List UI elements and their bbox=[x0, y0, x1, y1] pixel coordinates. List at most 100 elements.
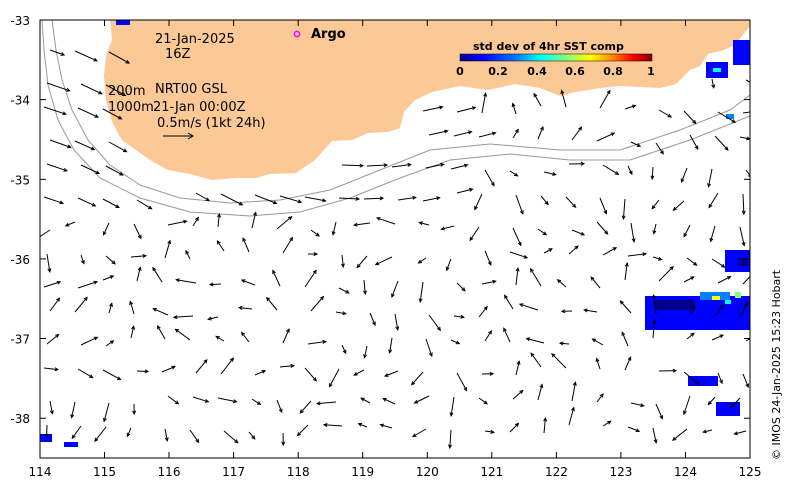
current-arrow-head bbox=[580, 231, 586, 236]
current-arrow bbox=[672, 428, 688, 441]
current-arrow bbox=[561, 90, 567, 108]
current-arrow bbox=[136, 267, 141, 282]
current-arrow-head bbox=[591, 338, 597, 343]
colorbar-tick-0-2: 0.2 bbox=[488, 65, 508, 78]
current-arrow bbox=[630, 141, 641, 147]
current-arrow bbox=[223, 430, 239, 444]
plot-frame bbox=[39, 19, 751, 459]
current-arrow bbox=[602, 420, 611, 427]
current-arrow-head bbox=[533, 92, 538, 98]
current-arrow bbox=[369, 312, 376, 326]
current-arrow bbox=[77, 197, 96, 207]
current-arrow-head bbox=[297, 199, 303, 204]
current-arrow-head bbox=[440, 162, 445, 167]
current-arrow bbox=[428, 130, 448, 136]
current-arrow bbox=[157, 325, 166, 340]
current-arrow bbox=[414, 395, 430, 404]
current-arrow-head bbox=[47, 268, 52, 273]
current-arrow-head bbox=[64, 222, 70, 227]
current-arrow bbox=[71, 401, 76, 418]
current-arrow-head bbox=[571, 406, 575, 412]
current-arrow-head bbox=[578, 126, 583, 131]
current-arrow bbox=[397, 196, 416, 201]
current-arrow bbox=[46, 253, 51, 272]
current-arrow bbox=[276, 399, 283, 413]
current-arrow-head bbox=[683, 410, 687, 416]
current-arrow-head bbox=[642, 252, 648, 257]
current-arrow-head bbox=[711, 84, 716, 89]
current-arrow-head bbox=[560, 309, 566, 314]
current-arrow-head bbox=[574, 245, 579, 250]
current-arrow-head bbox=[299, 409, 304, 414]
current-arrow-head bbox=[490, 182, 495, 187]
current-arrow-head bbox=[290, 363, 296, 368]
current-arrow-head bbox=[251, 435, 256, 440]
current-arrow-head bbox=[560, 89, 565, 95]
current-arrow bbox=[537, 228, 547, 236]
current-arrow-head bbox=[721, 263, 726, 268]
x-tick-119: 119 bbox=[351, 465, 374, 479]
current-arrow bbox=[77, 368, 93, 379]
current-arrow-head bbox=[604, 230, 609, 235]
colorbar-tick-0-6: 0.6 bbox=[565, 65, 585, 78]
current-arrow-head bbox=[624, 261, 629, 267]
current-arrow bbox=[683, 371, 700, 386]
current-arrow bbox=[630, 402, 644, 407]
current-arrow-head bbox=[272, 200, 278, 205]
current-arrow bbox=[481, 280, 496, 285]
current-arrow bbox=[220, 193, 243, 206]
current-arrow bbox=[673, 200, 685, 211]
current-arrow-head bbox=[599, 393, 604, 398]
current-arrow bbox=[543, 248, 553, 254]
current-arrow bbox=[509, 170, 518, 177]
current-arrow-head bbox=[331, 231, 336, 236]
current-arrow bbox=[739, 136, 750, 140]
current-arrow bbox=[94, 426, 107, 442]
current-arrow bbox=[745, 169, 750, 177]
current-arrow bbox=[108, 303, 113, 314]
current-arrow-head bbox=[517, 241, 522, 247]
scale-arrow bbox=[163, 132, 194, 140]
current-arrow-head bbox=[467, 130, 473, 135]
current-arrow-head bbox=[315, 401, 321, 406]
current-arrow-head bbox=[208, 282, 214, 287]
current-arrow bbox=[394, 313, 399, 330]
current-arrow bbox=[689, 305, 696, 316]
current-arrow bbox=[630, 222, 635, 242]
current-arrow bbox=[484, 430, 494, 433]
current-arrow bbox=[254, 370, 266, 376]
current-arrow bbox=[571, 126, 582, 141]
current-arrow bbox=[192, 217, 199, 227]
current-arrow-head bbox=[285, 328, 290, 333]
current-arrow-head bbox=[463, 163, 469, 168]
current-arrow-head bbox=[539, 383, 544, 389]
y-axis-labels: -33 -34 -35 -36 -37 -38 bbox=[10, 14, 30, 426]
current-arrow bbox=[185, 250, 191, 260]
current-arrow-head bbox=[603, 210, 608, 215]
current-arrow bbox=[251, 398, 261, 405]
current-arrow-head bbox=[542, 231, 548, 236]
current-arrow-head bbox=[44, 433, 49, 439]
current-arrow bbox=[248, 431, 256, 440]
current-arrow-head bbox=[89, 374, 94, 379]
current-arrow bbox=[108, 141, 127, 153]
current-arrow bbox=[136, 199, 152, 210]
current-arrow-head bbox=[418, 298, 423, 303]
current-arrow bbox=[279, 195, 302, 203]
current-arrow bbox=[742, 373, 749, 388]
credit-label: © IMOS 24-Jan-2025 15:23 Hobart bbox=[770, 269, 783, 460]
colorbar-ticks: 0 0.2 0.4 0.6 0.8 1 bbox=[456, 65, 655, 78]
current-arrow-head bbox=[217, 212, 221, 218]
current-arrow-head bbox=[636, 143, 642, 147]
current-arrow-head bbox=[530, 352, 535, 357]
colorbar-title: std dev of 4hr SST comp bbox=[473, 40, 624, 53]
current-arrow bbox=[515, 361, 520, 376]
current-arrow-head bbox=[83, 296, 88, 301]
current-arrow bbox=[215, 335, 225, 342]
current-arrow-head bbox=[360, 397, 365, 402]
current-arrow bbox=[217, 397, 237, 403]
current-arrow-head bbox=[672, 436, 677, 441]
current-arrow-head bbox=[461, 287, 466, 292]
current-arrow bbox=[686, 257, 697, 266]
current-arrow bbox=[478, 397, 488, 405]
